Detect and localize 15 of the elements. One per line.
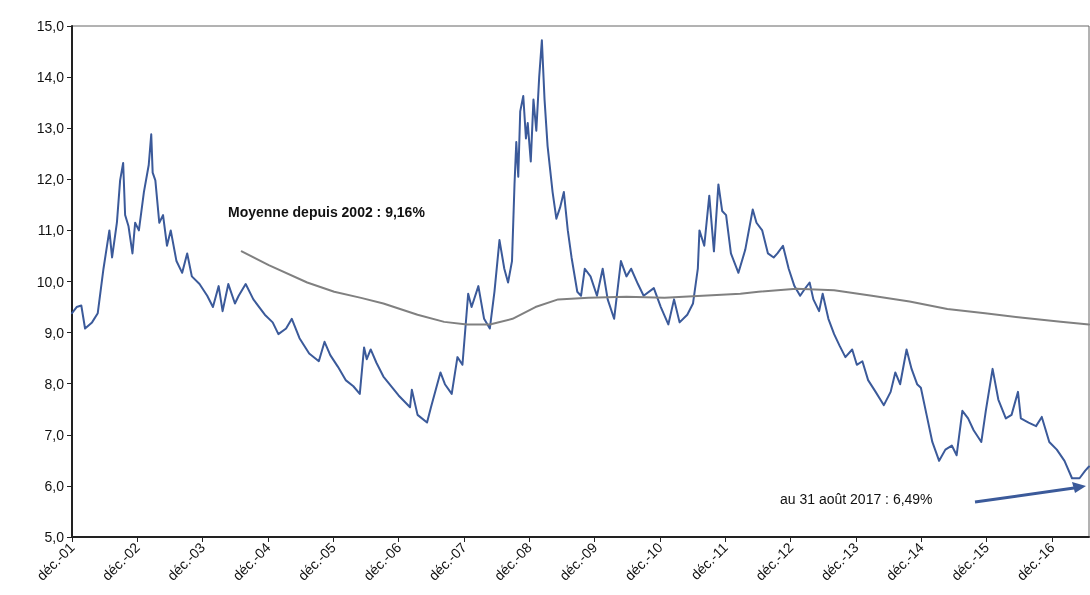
y-tick-label: 11,0 xyxy=(37,222,65,239)
y-tick-label: 5,0 xyxy=(44,529,65,545)
y-tick-label: 6,0 xyxy=(44,477,65,494)
annotation: au 31 août 2017 : 6,49% xyxy=(780,491,933,507)
line-series xyxy=(240,250,1090,326)
y-tick-label: 15,0 xyxy=(36,18,65,34)
y-tick-label: 10,0 xyxy=(36,273,65,290)
annotation: Moyenne depuis 2002 : 9,16% xyxy=(228,204,426,220)
y-tick-label: 13,0 xyxy=(36,120,65,137)
y-tick-label: 14,0 xyxy=(36,69,65,86)
line-series xyxy=(71,39,1090,480)
y-tick-label: 8,0 xyxy=(44,375,65,392)
y-tick-label: 9,0 xyxy=(44,324,65,341)
y-tick-label: 7,0 xyxy=(44,426,65,443)
y-tick-label: 12,0 xyxy=(36,171,65,188)
